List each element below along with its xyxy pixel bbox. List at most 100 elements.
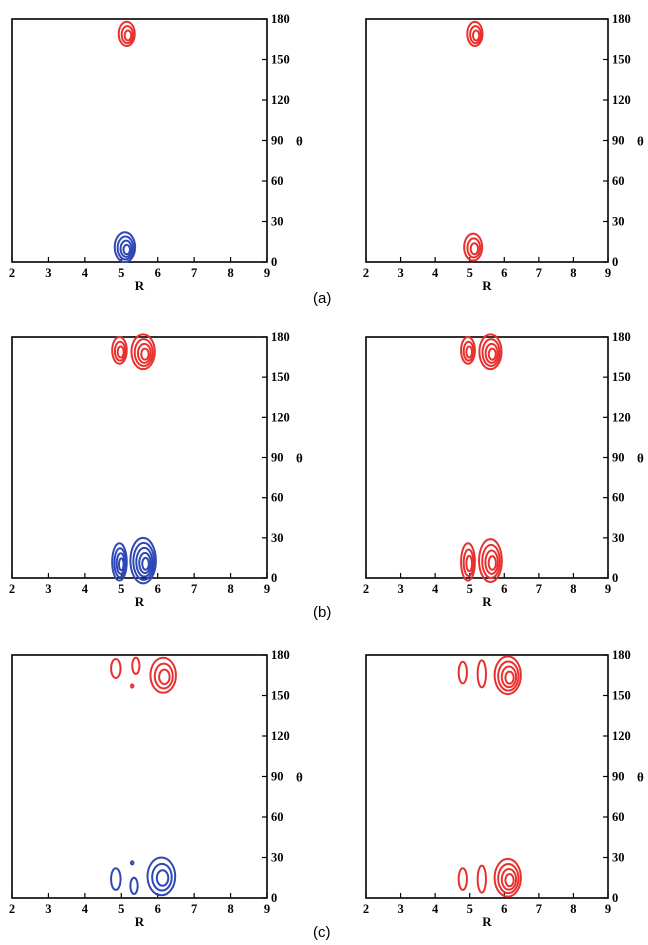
y-tick-label: 60 — [612, 174, 625, 188]
contour-line — [481, 338, 501, 367]
y-tick-label: 120 — [271, 729, 290, 743]
x-tick-label: 6 — [155, 902, 161, 916]
contour-line — [113, 231, 137, 263]
y-axis-label: θ — [637, 770, 644, 785]
contour-line — [504, 873, 515, 888]
contour-panel-3: 2 3 4 5 6 7 8 90 30 60 90 120 150 180 Rθ — [9, 330, 303, 609]
x-tick-label: 9 — [264, 266, 270, 280]
y-tick-label: 180 — [271, 648, 290, 662]
contour-line — [141, 556, 150, 571]
x-tick-label: 3 — [397, 582, 403, 596]
y-tick-label: 90 — [271, 134, 284, 148]
contour-peak-1 — [117, 20, 136, 47]
contour-line — [460, 542, 476, 582]
contour-peak-1 — [110, 658, 122, 679]
x-tick-label: 2 — [363, 266, 369, 280]
contour-line — [462, 548, 475, 577]
contour-line — [481, 543, 501, 579]
x-tick-label: 8 — [570, 582, 576, 596]
contour-peak-3 — [493, 655, 522, 696]
contour-line — [497, 660, 520, 692]
x-tick-label: 3 — [397, 902, 403, 916]
contour-panel-4: 2 3 4 5 6 7 8 90 30 60 90 120 150 180 Rθ — [363, 330, 644, 609]
contour-peak-2 — [130, 333, 156, 371]
contour-line — [119, 239, 133, 258]
x-tick-label: 7 — [191, 266, 197, 280]
contour-panel-2: 2 3 4 5 6 7 8 90 30 60 90 120 150 180 Rθ — [363, 12, 644, 293]
contour-line — [117, 557, 125, 572]
y-tick-label: 0 — [271, 255, 277, 269]
contour-peak-4 — [129, 536, 157, 585]
x-tick-label: 9 — [264, 902, 270, 916]
y-tick-label: 150 — [612, 689, 631, 703]
contour-peak-2 — [478, 333, 503, 371]
y-tick-label: 150 — [612, 53, 631, 67]
contour-peak-6 — [129, 876, 139, 895]
x-tick-label: 4 — [82, 902, 89, 916]
contour-line — [457, 660, 468, 685]
plot-frame — [11, 18, 268, 263]
y-axis-label: θ — [296, 134, 303, 149]
contour-line — [478, 538, 503, 584]
y-tick-label: 90 — [612, 770, 625, 784]
contour-line — [153, 662, 174, 690]
x-tick-label: 4 — [82, 582, 89, 596]
x-tick-label: 9 — [605, 902, 611, 916]
x-tick-label: 5 — [118, 902, 124, 916]
contour-peak-2 — [476, 659, 487, 689]
x-tick-label: 3 — [45, 266, 51, 280]
contour-line — [463, 232, 484, 262]
contour-peak-4 — [457, 867, 468, 891]
y-tick-label: 180 — [271, 12, 290, 26]
contour-peak-3 — [130, 683, 135, 689]
y-tick-label: 60 — [271, 810, 284, 824]
contour-line — [151, 862, 173, 892]
y-axis-label: θ — [296, 451, 303, 466]
contour-line — [465, 554, 474, 573]
y-tick-label: 0 — [612, 571, 618, 585]
x-tick-label: 6 — [155, 266, 161, 280]
contour-line — [131, 656, 141, 675]
contour-line — [149, 656, 177, 694]
y-axis-label: θ — [296, 770, 303, 785]
contour-line — [487, 347, 497, 361]
y-axis-label: θ — [637, 134, 644, 149]
contour-line — [116, 235, 135, 261]
y-tick-label: 150 — [271, 370, 290, 384]
contour-line — [117, 20, 136, 47]
y-tick-label: 150 — [271, 53, 290, 67]
x-tick-label: 7 — [536, 582, 542, 596]
contour-panel-5: 2 3 4 5 6 7 8 90 30 60 90 120 150 180 Rθ — [9, 648, 303, 929]
contour-line — [129, 876, 139, 895]
y-tick-label: 180 — [612, 12, 631, 26]
x-tick-label: 7 — [191, 902, 197, 916]
y-tick-label: 0 — [271, 891, 277, 905]
plot-frame — [11, 654, 268, 899]
x-tick-label: 7 — [536, 266, 542, 280]
x-tick-label: 6 — [155, 582, 161, 596]
x-axis-label: R — [482, 278, 492, 293]
row-tag-c: (c) — [313, 924, 331, 941]
x-tick-label: 4 — [82, 266, 89, 280]
contour-line — [130, 860, 135, 866]
y-tick-label: 180 — [612, 330, 631, 344]
x-tick-label: 6 — [501, 266, 507, 280]
y-tick-label: 30 — [271, 215, 284, 229]
contour-peak-7 — [130, 860, 135, 866]
contour-line — [484, 342, 499, 364]
contour-peak-1 — [111, 336, 128, 365]
x-tick-label: 2 — [363, 582, 369, 596]
y-tick-label: 30 — [271, 851, 284, 865]
contour-line — [115, 552, 126, 575]
x-tick-label: 4 — [432, 266, 439, 280]
contour-panel-6: 2 3 4 5 6 7 8 90 30 60 90 120 150 180 Rθ — [363, 648, 644, 929]
x-tick-label: 2 — [9, 902, 15, 916]
x-axis-label: R — [482, 594, 492, 609]
x-tick-label: 5 — [467, 266, 473, 280]
x-tick-label: 9 — [605, 266, 611, 280]
contour-line — [462, 340, 475, 362]
contour-line — [466, 20, 484, 47]
x-tick-label: 8 — [227, 582, 233, 596]
y-tick-label: 120 — [612, 93, 631, 107]
